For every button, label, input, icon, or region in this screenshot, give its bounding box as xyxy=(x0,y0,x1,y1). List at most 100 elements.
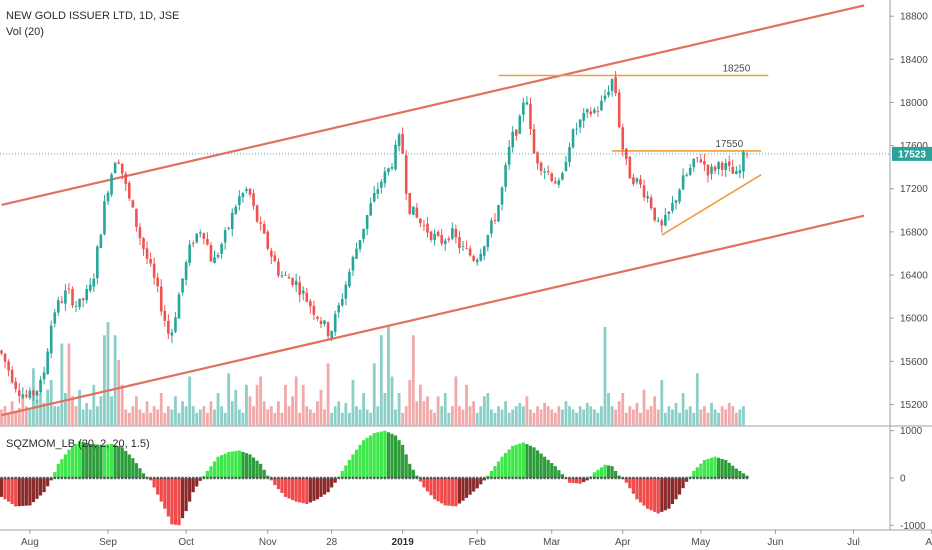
volume-bar xyxy=(305,406,309,426)
oscillator-bar xyxy=(386,432,391,478)
oscillator-bar xyxy=(262,469,266,478)
candle-body xyxy=(735,171,738,174)
volume-bar xyxy=(213,409,216,426)
candle-body xyxy=(355,248,358,259)
oscillator-bar xyxy=(326,478,330,493)
candle-body xyxy=(195,233,199,243)
candle-body xyxy=(67,288,71,290)
candle-body xyxy=(14,381,17,389)
squeeze-dot xyxy=(234,476,237,480)
oscillator-bar xyxy=(535,450,540,478)
squeeze-dot xyxy=(547,476,550,480)
volume-bar xyxy=(124,409,128,426)
volume-bar xyxy=(706,412,710,426)
candle-body xyxy=(415,207,419,218)
volume-bar xyxy=(532,412,536,426)
oscillator-bar xyxy=(717,457,721,478)
candle-body xyxy=(376,189,380,194)
squeeze-dot xyxy=(326,476,330,480)
volume-bar xyxy=(600,406,603,426)
squeeze-dot xyxy=(121,476,124,480)
oscillator-bar xyxy=(447,478,451,506)
volume-bar xyxy=(642,389,646,426)
candle-body xyxy=(387,168,390,173)
volume-bar xyxy=(603,327,607,426)
oscillator-bar xyxy=(550,463,554,478)
candle-body xyxy=(96,246,99,279)
oscillator-bar xyxy=(670,478,675,504)
squeeze-dot xyxy=(699,476,703,480)
squeeze-dot xyxy=(99,476,103,480)
volume-bar xyxy=(383,393,387,426)
oscillator-bar xyxy=(365,437,369,478)
squeeze-dot xyxy=(593,476,596,480)
candle-body xyxy=(152,263,156,278)
volume-bar xyxy=(326,363,330,426)
volume-bar xyxy=(298,412,302,426)
squeeze-dot xyxy=(660,476,663,480)
volume-bar xyxy=(60,343,64,426)
squeeze-dot xyxy=(522,476,525,480)
oscillator-bar xyxy=(70,446,75,478)
candle-body xyxy=(64,290,67,304)
oscillator-bar xyxy=(443,478,447,506)
oscillator-bar xyxy=(677,478,682,495)
oscillator-bar xyxy=(582,478,586,483)
volume-bar xyxy=(592,409,596,426)
squeeze-dot xyxy=(78,476,81,480)
candle-body xyxy=(422,225,426,227)
volume-bar xyxy=(685,409,689,426)
candle-body xyxy=(621,127,625,150)
volume-bar xyxy=(174,396,177,426)
volume-bar xyxy=(120,384,124,426)
volume-bar xyxy=(738,409,742,426)
volume-bar xyxy=(78,389,81,426)
squeeze-dot xyxy=(280,476,284,480)
squeeze-dot xyxy=(344,476,348,480)
volume-bar xyxy=(64,393,67,426)
candle-body xyxy=(167,320,170,334)
oscillator-bar xyxy=(184,478,188,512)
squeeze-dot xyxy=(621,476,624,480)
squeeze-dot xyxy=(731,476,734,480)
candle-body xyxy=(78,298,81,308)
squeeze-dot xyxy=(525,476,529,480)
volume-bar xyxy=(340,412,344,426)
volume-bar xyxy=(465,384,468,426)
candle-body xyxy=(557,180,561,185)
oscillator-bar xyxy=(468,478,472,495)
squeeze-dot xyxy=(710,476,713,480)
last-price-badge xyxy=(892,146,932,161)
squeeze-dot xyxy=(170,476,174,480)
candle-body xyxy=(284,274,287,276)
candle-body xyxy=(163,310,167,321)
squeeze-dot xyxy=(365,476,369,480)
oscillator-bar xyxy=(692,470,696,478)
volume-bar xyxy=(426,396,429,426)
volume-bar xyxy=(170,409,174,426)
volume-bar xyxy=(490,409,493,426)
squeeze-dot xyxy=(720,476,724,480)
squeeze-dot xyxy=(742,476,745,480)
squeeze-dot xyxy=(476,476,479,480)
candle-body xyxy=(351,257,355,271)
oscillator-bar xyxy=(553,466,557,478)
time-tick-label: Mar xyxy=(543,537,561,548)
candle-body xyxy=(280,275,284,277)
oscillator-bar xyxy=(223,453,227,478)
candle-body xyxy=(720,162,724,170)
candle-body xyxy=(667,211,671,214)
squeeze-dot xyxy=(433,476,436,480)
oscillator-bar xyxy=(173,478,178,525)
squeeze-dot xyxy=(451,476,454,480)
squeeze-dot xyxy=(380,476,383,480)
oscillator-bar xyxy=(291,478,295,501)
candle-body xyxy=(617,92,621,128)
volume-bar xyxy=(39,393,42,426)
time-tick-label: 28 xyxy=(326,537,338,548)
price-tick-label: 15600 xyxy=(900,357,928,368)
squeeze-dot xyxy=(504,476,507,480)
candle-body xyxy=(511,131,514,148)
oscillator-bar xyxy=(3,478,7,500)
volume-bar xyxy=(394,409,397,426)
